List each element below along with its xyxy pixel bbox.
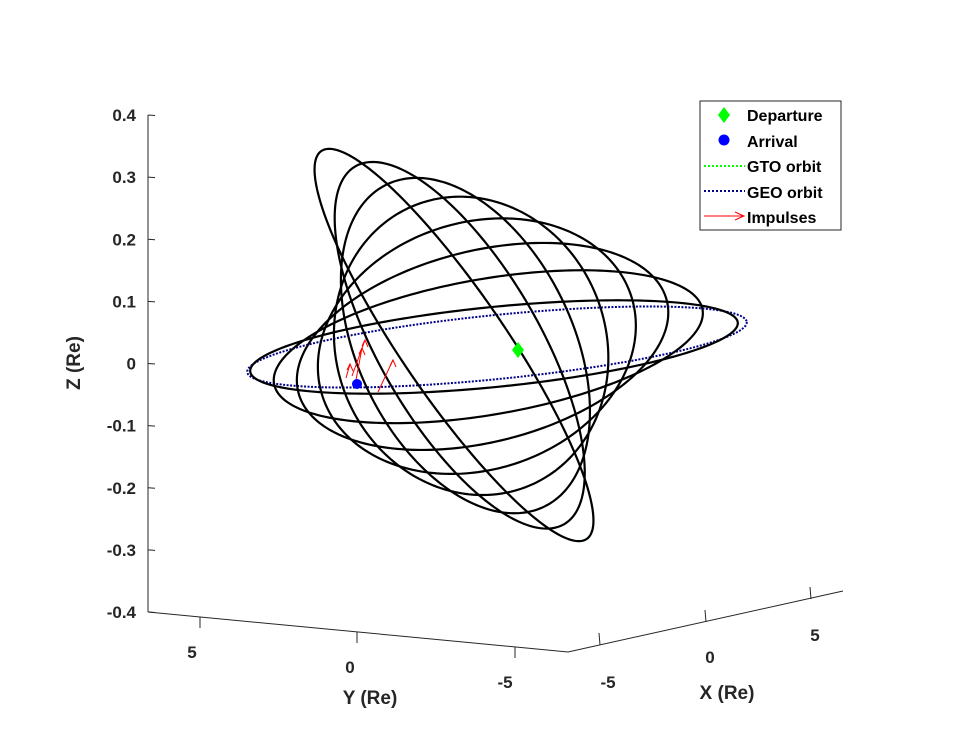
z-tick-mark	[147, 114, 156, 116]
transfer-arc-line	[313, 147, 595, 543]
impulse-arrowhead	[389, 358, 397, 368]
x-tick-mark	[598, 632, 601, 646]
transfer-arc-line	[249, 299, 739, 395]
z-tick-mark	[147, 300, 156, 303]
z-axis-label: Z (Re)	[64, 336, 85, 390]
z-tick-mark	[147, 487, 156, 489]
y-axis-label: Y (Re)	[343, 688, 398, 709]
x-tick-mark	[809, 586, 812, 600]
orbit-curves	[246, 147, 748, 543]
z-tick-mark	[147, 425, 156, 427]
y-axis-ticks: 5 0 -5	[187, 617, 516, 692]
impulse-arrow	[351, 339, 366, 377]
legend-geo-label: GEO orbit	[747, 185, 823, 202]
geo-orbit-line	[246, 305, 748, 389]
z-tick-mark	[147, 549, 156, 551]
z-tick-mark	[147, 611, 156, 613]
transfer-arc-line	[332, 195, 610, 497]
legend-departure-icon	[718, 107, 730, 123]
x-axis-label: X (Re)	[700, 683, 755, 704]
arrival-marker	[352, 379, 362, 389]
transfer-arc-line	[316, 217, 637, 476]
impulse-arrowhead	[361, 338, 369, 348]
x-tick-label: 5	[810, 626, 819, 645]
legend-impulse-arrowhead	[734, 211, 746, 221]
y-tick-label: -5	[497, 673, 512, 692]
z-axis-ticks: 0.4 0.3 0.2 0.1 0 -0.1 -0.2 -0.3 -0.4	[107, 106, 156, 622]
y-axis-line	[147, 611, 569, 653]
legend-impulse-label: Impulses	[747, 210, 816, 227]
z-tick-mark	[147, 176, 156, 179]
x-tick-mark	[704, 609, 707, 623]
z-tick-mark	[147, 363, 156, 365]
legend: Departure Arrival GTO orbit GEO orbit Im…	[699, 100, 842, 231]
z-tick-label: 0	[127, 355, 136, 374]
transfer-arc-line	[272, 269, 704, 425]
x-tick-label: 0	[705, 648, 714, 667]
transfer-arc-line	[295, 241, 670, 452]
z-tick-label: -0.1	[107, 417, 136, 436]
y-tick-label: 5	[187, 643, 196, 662]
legend-arrival-label: Arrival	[747, 134, 798, 151]
legend-arrival-icon	[718, 134, 730, 146]
orbit-markers	[345, 338, 524, 393]
legend-gto-label: GTO orbit	[747, 159, 822, 176]
impulse-arrow	[355, 347, 363, 381]
z-tick-label: -0.4	[107, 603, 137, 622]
z-tick-label: 0.4	[112, 106, 136, 125]
y-tick-label: 0	[345, 658, 354, 677]
x-tick-label: -5	[600, 673, 615, 692]
legend-departure-label: Departure	[747, 108, 823, 125]
impulse-arrowhead	[346, 362, 354, 372]
z-tick-label: 0.3	[112, 168, 136, 187]
z-tick-label: 0.1	[112, 292, 136, 311]
legend-box	[699, 100, 842, 231]
z-tick-mark	[147, 238, 156, 241]
z-tick-label: -0.3	[107, 541, 136, 560]
transfer-arc-line	[333, 160, 586, 530]
z-tick-label: 0.2	[112, 230, 136, 249]
x-axis-ticks: -5 0 5	[598, 586, 820, 692]
departure-marker	[512, 342, 524, 358]
impulse-arrowhead	[358, 346, 366, 356]
z-tick-label: -0.2	[107, 479, 136, 498]
